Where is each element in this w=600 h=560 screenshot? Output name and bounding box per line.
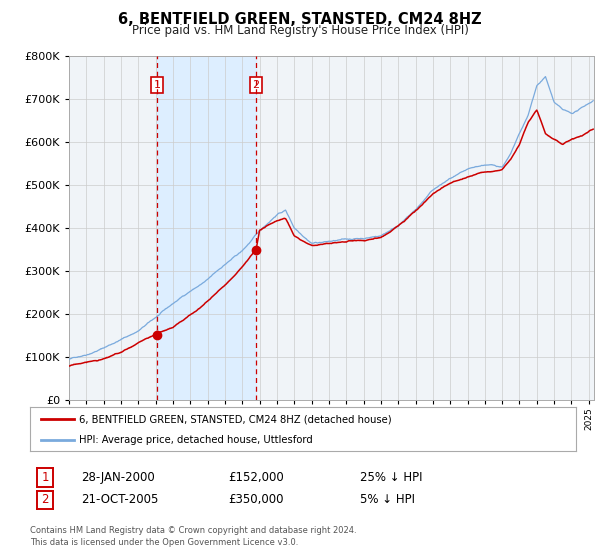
Text: £152,000: £152,000 <box>228 470 284 484</box>
Text: 5% ↓ HPI: 5% ↓ HPI <box>360 493 415 506</box>
Bar <box>157 56 256 400</box>
Text: 6, BENTFIELD GREEN, STANSTED, CM24 8HZ: 6, BENTFIELD GREEN, STANSTED, CM24 8HZ <box>118 12 482 27</box>
Text: 25% ↓ HPI: 25% ↓ HPI <box>360 470 422 484</box>
Text: 6, BENTFIELD GREEN, STANSTED, CM24 8HZ (detached house): 6, BENTFIELD GREEN, STANSTED, CM24 8HZ (… <box>79 414 392 424</box>
Text: £350,000: £350,000 <box>228 493 284 506</box>
Text: 1: 1 <box>41 471 49 484</box>
Text: Price paid vs. HM Land Registry's House Price Index (HPI): Price paid vs. HM Land Registry's House … <box>131 24 469 37</box>
Text: 1: 1 <box>154 80 160 90</box>
Text: Contains HM Land Registry data © Crown copyright and database right 2024.: Contains HM Land Registry data © Crown c… <box>30 526 356 535</box>
Text: HPI: Average price, detached house, Uttlesford: HPI: Average price, detached house, Uttl… <box>79 435 313 445</box>
Text: This data is licensed under the Open Government Licence v3.0.: This data is licensed under the Open Gov… <box>30 538 298 547</box>
Text: 2: 2 <box>253 80 260 90</box>
Text: 21-OCT-2005: 21-OCT-2005 <box>81 493 158 506</box>
Text: 2: 2 <box>41 493 49 506</box>
Text: 28-JAN-2000: 28-JAN-2000 <box>81 470 155 484</box>
